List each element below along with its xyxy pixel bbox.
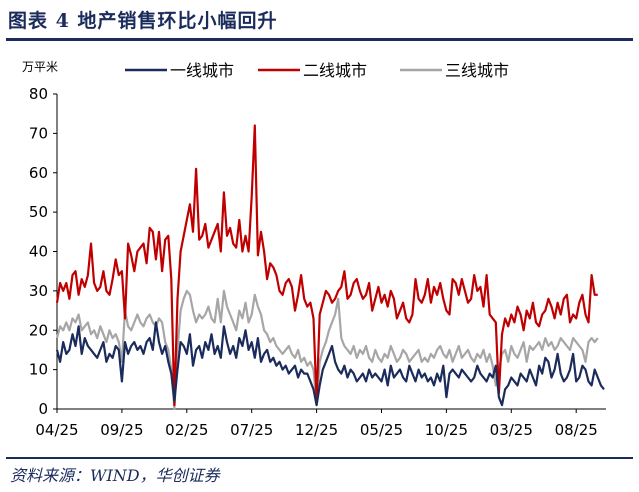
- legend-label: 一线城市: [170, 61, 234, 80]
- chart-ticks: 0 10 20 30 40 50 60 70 80 04/25 09/25 02/25 07/25 12/…: [29, 85, 598, 439]
- y-tick-label: 0: [38, 400, 48, 418]
- y-axis-label: 万平米: [22, 60, 58, 74]
- chart-series: [55, 124, 605, 411]
- x-tick-label: 04/25: [35, 421, 78, 439]
- chart-axes: [56, 94, 606, 410]
- x-tick-label: 10/25: [425, 421, 468, 439]
- header: 图表 4 地产销售环比小幅回升: [0, 0, 639, 38]
- x-tick-label: 03/25: [490, 421, 533, 439]
- x-tick-label: 05/25: [360, 421, 403, 439]
- x-tick-label: 12/25: [295, 421, 338, 439]
- figure-title: 图表 4 地产销售环比小幅回升: [8, 10, 278, 32]
- x-tick-label: 07/25: [230, 421, 273, 439]
- series-line-三线城市: [55, 289, 599, 411]
- bottom-rule: [6, 457, 633, 459]
- series-line-二线城市: [55, 124, 598, 407]
- line-chart: 0 10 20 30 40 50 60 70 80 04/25 09/25 02/25 07/25 12/…: [22, 60, 606, 439]
- chart-legend: 一线城市 二线城市 三线城市: [125, 61, 509, 80]
- x-tick-label: 09/25: [100, 421, 143, 439]
- y-tick-label: 50: [29, 203, 48, 221]
- y-tick-label: 80: [29, 85, 48, 103]
- y-tick-label: 60: [29, 164, 48, 182]
- y-tick-label: 70: [29, 124, 48, 142]
- x-tick-label: 08/25: [555, 421, 598, 439]
- y-tick-label: 10: [29, 361, 48, 379]
- top-rule: [6, 38, 633, 41]
- source-note: 资料来源：WIND，华创证券: [10, 466, 220, 485]
- y-tick-label: 40: [29, 243, 48, 261]
- y-tick-label: 20: [29, 321, 48, 339]
- x-tick-label: 02/25: [165, 421, 208, 439]
- legend-label: 三线城市: [445, 61, 509, 80]
- series-line-一线城市: [55, 321, 605, 407]
- legend-label: 二线城市: [303, 61, 367, 80]
- y-tick-label: 30: [29, 282, 48, 300]
